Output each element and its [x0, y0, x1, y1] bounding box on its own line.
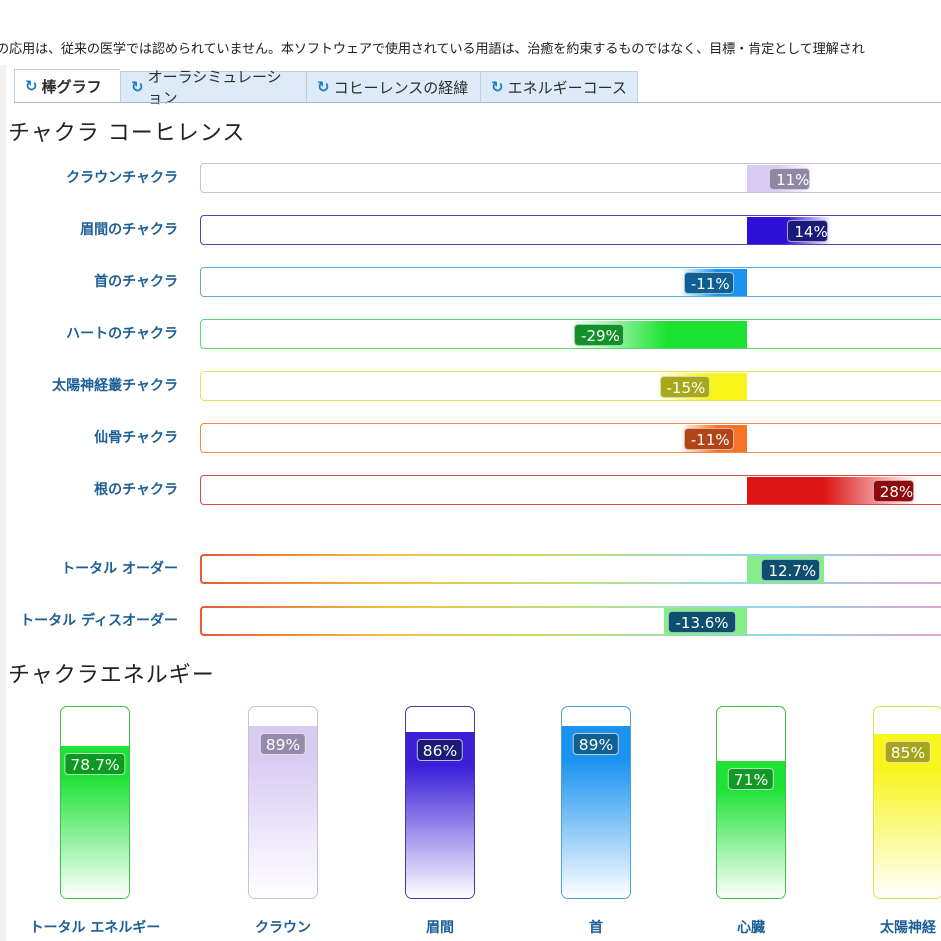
energy-bar — [405, 706, 475, 899]
bar-track — [200, 267, 941, 297]
row-label: 眉間のチャクラ — [80, 222, 178, 238]
tab-1[interactable]: ↻ 棒グラフ — [14, 69, 120, 103]
tab-label: 棒グラフ — [41, 78, 102, 96]
chakra-row: 眉間のチャクラ 14% — [0, 214, 941, 246]
refresh-icon: ↻ — [131, 77, 144, 96]
chakra-row: 根のチャクラ 28% — [0, 474, 941, 506]
energy-column-label: 太陽神経 — [880, 920, 936, 936]
bar-track — [200, 163, 941, 193]
bar-value-label: -13.6% — [668, 611, 737, 633]
chakra-row: 仙骨チャクラ -11% — [0, 422, 941, 454]
bar-value-label: -11% — [683, 428, 734, 450]
total-row: トータル ディスオーダー -13.6% — [0, 605, 941, 637]
tab-4[interactable]: ↻ エネルギーコース — [480, 71, 638, 103]
bar-track — [200, 606, 941, 636]
tab-underline — [14, 102, 941, 103]
energy-column-label: 心臓 — [737, 920, 765, 936]
row-label: クラウンチャクラ — [66, 170, 178, 186]
energy-value-label: 89% — [259, 733, 307, 756]
energy-column-label: 眉間 — [426, 920, 454, 936]
bar-value-label: 11% — [769, 168, 811, 190]
row-label: 太陽神経叢チャクラ — [52, 378, 178, 394]
chakra-row: ハートのチャクラ -29% — [0, 318, 941, 350]
tab-bar: ↻ 棒グラフ ↻ オーラシミュレーション ↻ コヒーレンスの経緯 ↻ エネルギーコース — [14, 68, 638, 107]
energy-value-label: 78.7% — [64, 753, 126, 776]
tab-label: エネルギーコース — [507, 78, 627, 97]
row-label: トータル ディスオーダー — [20, 613, 178, 629]
left-rule — [0, 65, 6, 941]
energy-column-label: トータル エネルギー — [29, 920, 161, 936]
bar-value-label: -15% — [659, 376, 710, 398]
energy-column-label: クラウン — [255, 920, 311, 936]
coherence-section-title: チャクラ コーヒレンス — [8, 121, 246, 146]
tab-2[interactable]: ↻ オーラシミュレーション — [120, 68, 306, 107]
tab-3[interactable]: ↻ コヒーレンスの経緯 — [306, 71, 480, 103]
energy-value-label: 71% — [727, 767, 775, 790]
row-label: 根のチャクラ — [94, 482, 178, 498]
total-row: トータル オーダー 12.7% — [0, 553, 941, 585]
row-label: 仙骨チャクラ — [94, 430, 178, 446]
energy-column-label: 首 — [589, 920, 603, 936]
chakra-row: 首のチャクラ -11% — [0, 266, 941, 298]
refresh-icon: ↻ — [317, 77, 330, 96]
bar-track — [200, 554, 941, 584]
bar-value-label: -29% — [574, 324, 625, 346]
row-label: 首のチャクラ — [94, 274, 178, 290]
disclaimer-text: の応用は、従来の医学では認められていません。本ソフトウェアで使用されている用語は… — [0, 42, 865, 57]
energy-section-title: チャクラエネルギー — [8, 663, 215, 688]
bar-track — [200, 371, 941, 401]
bar-value-label: 14% — [787, 220, 829, 242]
row-label: トータル オーダー — [61, 561, 178, 577]
bar-value-label: -11% — [683, 272, 734, 294]
refresh-icon: ↻ — [491, 77, 504, 96]
energy-bar — [873, 706, 941, 899]
refresh-icon: ↻ — [25, 77, 38, 95]
energy-value-label: 89% — [572, 733, 620, 756]
chakra-row: 太陽神経叢チャクラ -15% — [0, 370, 941, 402]
energy-value-label: 86% — [416, 739, 464, 762]
bar-track — [200, 423, 941, 453]
bar-value-label: 28% — [872, 480, 914, 502]
energy-value-label: 85% — [884, 740, 932, 763]
energy-bar — [716, 706, 786, 899]
bar-value-label: 12.7% — [761, 559, 821, 581]
tab-label: コヒーレンスの経緯 — [333, 78, 469, 97]
chakra-row: クラウンチャクラ 11% — [0, 162, 941, 194]
row-label: ハートのチャクラ — [66, 326, 178, 342]
energy-bar — [60, 706, 130, 899]
